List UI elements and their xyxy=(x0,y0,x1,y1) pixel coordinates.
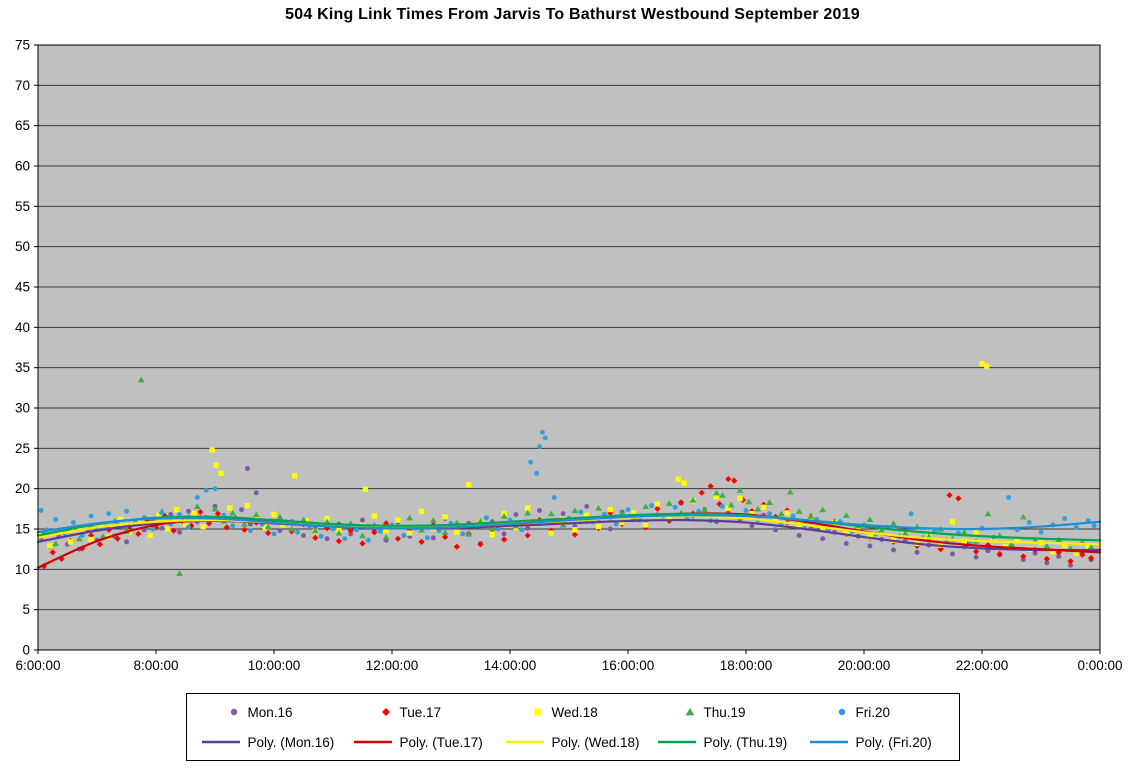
legend-label: Poly. (Tue.17) xyxy=(399,734,483,750)
svg-text:65: 65 xyxy=(15,118,30,133)
legend-label: Poly. (Fri.20) xyxy=(855,734,932,750)
trendline-polyfri20 xyxy=(36,514,1102,534)
svg-text:30: 30 xyxy=(15,401,30,416)
legend-item-tue17: Tue.17 xyxy=(345,697,497,727)
y-axis-labels: 0 5 10 15 20 25 30 35 40 45 50 55 60 65 70 75 xyxy=(15,38,30,658)
legend-item-polythu19: Poly. (Thu.19) xyxy=(649,727,801,757)
svg-text:6:00:00: 6:00:00 xyxy=(15,658,60,673)
trendline-polythu19 xyxy=(36,512,1102,542)
svg-text:25: 25 xyxy=(15,441,30,456)
legend-item-fri20: Fri.20 xyxy=(801,697,953,727)
svg-text:8:00:00: 8:00:00 xyxy=(133,658,178,673)
legend-label: Tue.17 xyxy=(399,704,442,720)
svg-text:35: 35 xyxy=(15,360,30,375)
legend-label: Thu.19 xyxy=(703,704,746,720)
svg-text:10: 10 xyxy=(15,562,30,577)
trendline-swatch-icon xyxy=(809,735,849,749)
trendline-swatch-icon xyxy=(657,735,697,749)
legend-item-polytue17: Poly. (Tue.17) xyxy=(345,727,497,757)
legend-item-polywed18: Poly. (Wed.18) xyxy=(497,727,649,757)
legend-label: Fri.20 xyxy=(855,704,891,720)
chart-plot: 0 5 10 15 20 25 30 35 40 45 50 55 60 65 70 75 6:00:00 8:0… xyxy=(15,38,1123,674)
chart-title: 504 King Link Times From Jarvis To Bathu… xyxy=(285,6,860,23)
svg-text:75: 75 xyxy=(15,38,30,53)
legend-label: Wed.18 xyxy=(551,704,598,720)
x-axis-labels: 6:00:00 8:00:00 10:00:00 12:00:00 14:00:00 16… xyxy=(15,658,1122,673)
svg-text:22:00:00: 22:00:00 xyxy=(956,658,1009,673)
circle-marker-icon xyxy=(835,705,849,719)
legend-line-row: Poly. (Mon.16) Poly. (Tue.17) Poly. (Wed.1… xyxy=(193,727,953,757)
x-ticks xyxy=(37,650,1101,654)
legend-item-mon16: Mon.16 xyxy=(193,697,345,727)
square-marker-icon xyxy=(531,705,545,719)
circle-marker-icon xyxy=(227,705,241,719)
legend-label: Poly. (Thu.19) xyxy=(703,734,788,750)
svg-text:55: 55 xyxy=(15,199,30,214)
legend: Mon.16 Tue.17 Wed.18 Thu.19 Fri.20 Poly. (Mo… xyxy=(185,693,960,761)
legend-label: Poly. (Mon.16) xyxy=(247,734,335,750)
svg-text:5: 5 xyxy=(22,602,30,617)
svg-text:10:00:00: 10:00:00 xyxy=(248,658,301,673)
legend-item-thu19: Thu.19 xyxy=(649,697,801,727)
svg-text:12:00:00: 12:00:00 xyxy=(366,658,419,673)
trendline-swatch-icon xyxy=(201,735,241,749)
svg-text:14:00:00: 14:00:00 xyxy=(484,658,537,673)
y-ticks xyxy=(34,44,38,651)
svg-text:50: 50 xyxy=(15,239,30,254)
diamond-marker-icon xyxy=(379,705,393,719)
triangle-marker-icon xyxy=(683,705,697,719)
y-gridlines xyxy=(38,44,1100,611)
svg-text:20: 20 xyxy=(15,481,30,496)
svg-text:16:00:00: 16:00:00 xyxy=(602,658,655,673)
svg-text:45: 45 xyxy=(15,280,30,295)
legend-label: Poly. (Wed.18) xyxy=(551,734,640,750)
plot-border xyxy=(37,44,1101,651)
plot-area-container: 0 5 10 15 20 25 30 35 40 45 50 55 60 65 70 75 6:00:00 8:0… xyxy=(15,38,1123,674)
svg-text:20:00:00: 20:00:00 xyxy=(838,658,891,673)
svg-text:0: 0 xyxy=(22,643,30,658)
svg-text:0:00:00: 0:00:00 xyxy=(1077,658,1122,673)
plot-background xyxy=(38,45,1100,650)
legend-item-polymon16: Poly. (Mon.16) xyxy=(193,727,345,757)
svg-text:18:00:00: 18:00:00 xyxy=(720,658,773,673)
legend-item-polyfri20: Poly. (Fri.20) xyxy=(801,727,953,757)
legend-marker-row: Mon.16 Tue.17 Wed.18 Thu.19 Fri.20 xyxy=(193,697,953,727)
svg-text:15: 15 xyxy=(15,522,30,537)
trendline-swatch-icon xyxy=(505,735,545,749)
trendline-swatch-icon xyxy=(353,735,393,749)
legend-label: Mon.16 xyxy=(247,704,293,720)
svg-text:70: 70 xyxy=(15,78,30,93)
svg-text:40: 40 xyxy=(15,320,30,335)
legend-item-wed18: Wed.18 xyxy=(497,697,649,727)
svg-text:60: 60 xyxy=(15,159,30,174)
